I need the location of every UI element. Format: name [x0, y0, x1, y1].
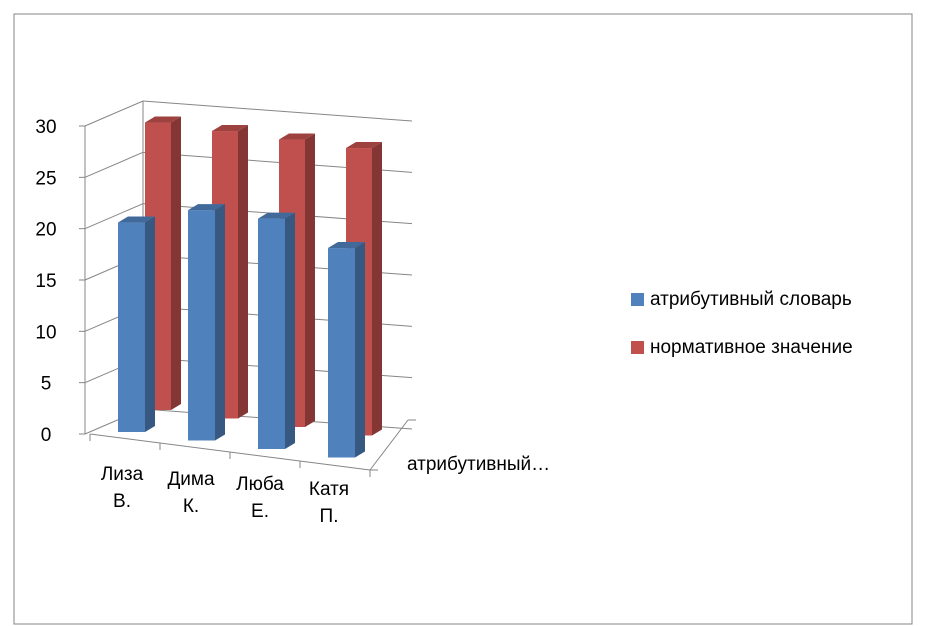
bar-attributive-4-top [328, 242, 365, 249]
bar-attributive-3-side [285, 212, 295, 449]
legend-swatch [631, 293, 644, 306]
legend-swatch [631, 341, 644, 354]
bar-attributive-2-top [188, 204, 225, 211]
legend: атрибутивный словарь нормативное значение [631, 289, 853, 358]
bar-attributive-1-top [118, 216, 155, 223]
x-category-label: Катя [309, 479, 349, 500]
x-category-label: К. [183, 496, 199, 517]
bar-attributive-2 [188, 204, 225, 441]
y-tick-label: 5 [41, 374, 52, 395]
bar-normative-1-side [171, 116, 181, 411]
y-tick-label: 10 [35, 322, 56, 343]
bar-attributive-4 [328, 242, 365, 458]
bar-attributive-4-side [355, 242, 365, 458]
bars [118, 116, 382, 458]
side-gridline [84, 100, 144, 127]
side-gridline [84, 203, 144, 230]
bar-attributive-3-top [258, 212, 295, 219]
bar-normative-4-top [346, 142, 382, 149]
x-category-label: Лиза [101, 464, 144, 485]
bar-normative-1-top [145, 116, 181, 123]
bar-attributive-1 [118, 216, 155, 432]
axes [79, 125, 416, 477]
y-tick-label: 15 [35, 271, 56, 292]
bar-normative-3-side [305, 133, 315, 428]
bar-attributive-4-front [328, 248, 355, 458]
legend-label: атрибутивный словарь [650, 289, 852, 310]
x-category-label: Е. [251, 501, 269, 522]
bar-attributive-3-front [258, 218, 285, 449]
depth-axis-label: атрибутивный… [407, 454, 550, 475]
bar-normative-3-top [279, 133, 315, 140]
x-category-labels: Лиза В. Дима К. Люба Е. Катя П. [101, 464, 349, 527]
bar-normative-2-top [212, 125, 248, 132]
side-gridline [84, 151, 144, 178]
x-category-label: П. [320, 506, 339, 527]
legend-label: нормативное значение [650, 337, 853, 358]
bar-attributive-2-front [188, 210, 215, 441]
bar-normative-2-side [238, 125, 248, 419]
y-tick-labels: 0 5 10 15 20 25 30 [35, 117, 56, 446]
y-tick-label: 20 [35, 220, 56, 241]
bar-attributive-1-side [145, 216, 155, 432]
y-tick-label: 0 [41, 425, 52, 446]
bar-attributive-1-front [118, 222, 145, 432]
bar-normative-4-side [372, 142, 382, 436]
y-tick-label: 30 [35, 117, 56, 138]
x-category-label: Дима [167, 469, 215, 490]
bar-attributive-3 [258, 212, 295, 449]
x-category-label: В. [113, 491, 131, 512]
x-category-label: Люба [236, 474, 284, 495]
y-tick-label: 25 [35, 168, 56, 189]
bar-attributive-2-side [215, 204, 225, 441]
back-gridline [142, 100, 413, 122]
depth-axis [369, 419, 409, 471]
